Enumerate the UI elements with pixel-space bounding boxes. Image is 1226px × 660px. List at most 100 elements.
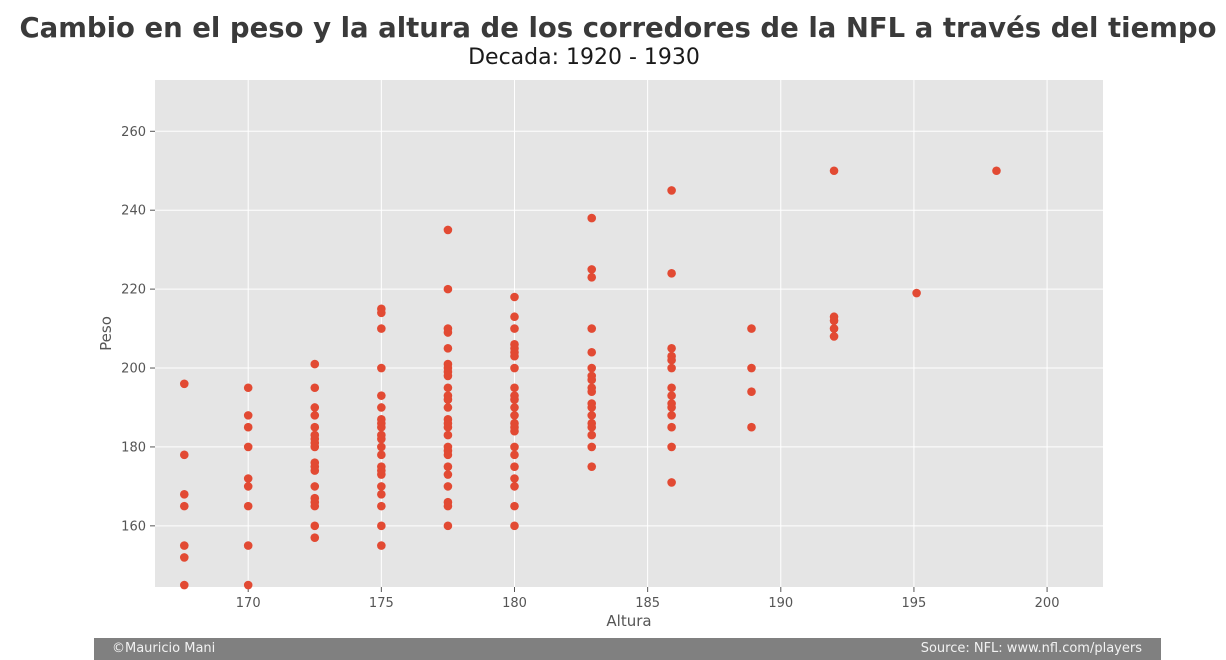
data-point (443, 383, 453, 393)
data-point (377, 489, 386, 499)
data-point (587, 422, 597, 432)
data-point (443, 482, 453, 491)
x-tick-label: 190 (768, 596, 793, 611)
data-point (179, 450, 189, 460)
data-point (377, 450, 386, 460)
data-point (179, 541, 189, 550)
data-point (510, 450, 519, 460)
data-point (587, 442, 597, 452)
y-axis-label: Peso (97, 316, 115, 351)
data-point (310, 359, 320, 369)
data-point (179, 553, 189, 562)
x-tick-label: 170 (236, 596, 261, 611)
y-tick-label: 220 (121, 283, 146, 298)
chart-title: Cambio en el peso y la altura de los cor… (19, 12, 1217, 44)
x-tick-label: 200 (1035, 596, 1060, 611)
data-point (243, 411, 253, 420)
data-point (667, 269, 676, 278)
data-point (443, 343, 453, 353)
data-point (587, 411, 597, 420)
data-point (377, 434, 386, 444)
data-point (587, 462, 597, 471)
data-point (310, 521, 320, 531)
data-point (443, 501, 453, 511)
data-point (443, 403, 453, 412)
data-point (510, 501, 519, 511)
data-point (377, 501, 386, 511)
data-point (667, 411, 676, 420)
data-point (310, 482, 320, 491)
data-point (912, 288, 921, 298)
x-tick-label: 195 (902, 596, 927, 611)
chart-subtitle: Decada: 1920 - 1930 (468, 45, 700, 70)
data-point (510, 312, 519, 322)
data-point (377, 422, 386, 432)
plot-area (155, 80, 1103, 587)
data-point (310, 411, 320, 420)
data-point (443, 395, 453, 404)
data-point (587, 265, 597, 274)
data-point (510, 462, 519, 471)
data-point (510, 363, 519, 373)
data-point (377, 403, 386, 412)
data-point (310, 442, 320, 452)
y-tick-label: 200 (121, 362, 146, 377)
data-point (179, 489, 189, 499)
data-point (179, 580, 189, 590)
data-point (310, 422, 320, 432)
y-tick-label: 160 (121, 519, 146, 534)
data-point (310, 383, 320, 393)
data-point (443, 371, 453, 381)
data-point (310, 501, 320, 511)
data-point (829, 332, 839, 341)
data-point (667, 355, 676, 365)
data-point (587, 363, 597, 373)
data-point (829, 324, 839, 333)
data-point (747, 422, 756, 432)
data-point (587, 324, 597, 333)
data-point (377, 391, 386, 400)
data-point (377, 442, 386, 452)
data-point (667, 383, 676, 393)
data-point (510, 403, 519, 412)
data-point (377, 324, 386, 333)
data-point (243, 383, 253, 393)
data-point (377, 541, 386, 550)
data-point (667, 363, 676, 373)
data-point (510, 292, 519, 302)
data-point (377, 470, 386, 479)
data-point (443, 430, 453, 440)
footer-credit: ©Mauricio Mani (112, 641, 216, 656)
data-point (667, 422, 676, 432)
data-point (443, 462, 453, 471)
data-point (243, 541, 253, 550)
data-point (443, 328, 453, 337)
data-point (510, 324, 519, 333)
data-point (377, 363, 386, 373)
data-point (510, 411, 519, 420)
data-point (510, 442, 519, 452)
data-point (510, 482, 519, 491)
data-point (667, 403, 676, 412)
data-point (667, 343, 676, 353)
data-point (510, 474, 519, 483)
scatter-chart: 170 175 180 185 190 195 200 160 180 200 220 240 260 A… (97, 80, 1103, 630)
footer-source: Source: NFL: www.nfl.com/players (920, 641, 1142, 656)
data-point (747, 387, 756, 396)
data-point (510, 351, 519, 361)
data-point (587, 430, 597, 440)
data-point (243, 474, 253, 483)
data-point (377, 521, 386, 531)
data-point (667, 391, 676, 400)
data-point (443, 450, 453, 460)
x-tick-label: 185 (635, 596, 660, 611)
data-point (587, 403, 597, 412)
data-point (310, 533, 320, 542)
footer-bar: ©Mauricio Mani Source: NFL: www.nfl.com/… (94, 638, 1161, 660)
x-axis-label: Altura (606, 612, 651, 630)
data-point (587, 272, 597, 282)
data-point (179, 379, 189, 389)
data-point (829, 166, 839, 176)
data-point (667, 442, 676, 452)
data-point (243, 442, 253, 452)
